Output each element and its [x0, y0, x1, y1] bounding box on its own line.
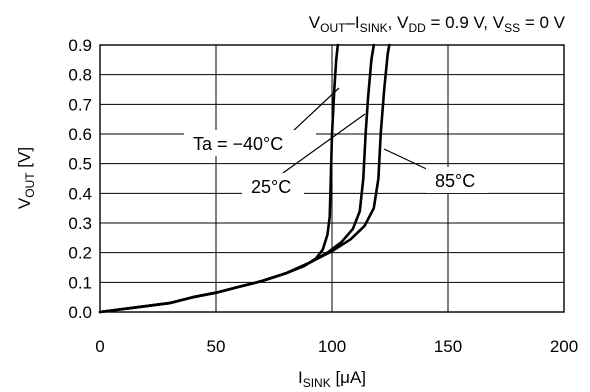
y-tick-label: 0.5	[68, 155, 92, 174]
series-line-2	[98, 43, 376, 314]
y-tick-labels: 0.0 0.1 0.2 0.3 0.4 0.5 0.6 0.7 0.8 0.9	[68, 36, 92, 322]
annotation-background	[242, 173, 304, 199]
annotation-leader-line	[282, 113, 366, 174]
y-tick-label: 0.4	[68, 184, 92, 203]
y-tick-label: 0.6	[68, 125, 92, 144]
x-tick-labels: 0 50 100 150 200	[95, 337, 578, 356]
x-tick-label: 50	[207, 337, 226, 356]
annotation-leader-line	[383, 148, 434, 173]
annotation-background	[184, 130, 316, 156]
plot-frame	[99, 44, 565, 313]
y-tick-label: 0.3	[68, 214, 92, 233]
annotation-label: 25°C	[251, 177, 291, 197]
y-tick-label: 0.1	[68, 273, 92, 292]
series-line-3	[98, 43, 391, 314]
chart-title: VOUT–ISINK, VDD = 0.9 V, VSS = 0 V	[309, 13, 566, 35]
annotation-label: Ta = −40°C	[193, 134, 283, 154]
x-tick-label: 150	[434, 337, 462, 356]
annotation-background	[426, 167, 488, 193]
y-tick-label: 0.0	[68, 303, 92, 322]
x-tick-label: 200	[550, 337, 578, 356]
annotations: Ta = −40°C 25°C 85°C	[184, 87, 488, 199]
y-tick-label: 0.7	[68, 95, 92, 114]
x-tick-label: 0	[95, 337, 104, 356]
x-tick-label: 100	[318, 337, 346, 356]
y-tick-label: 0.9	[68, 36, 92, 55]
y-tick-label: 0.2	[68, 244, 92, 263]
annotation-leader-line	[291, 87, 340, 133]
series-layer	[98, 43, 391, 314]
y-axis-title: VOUT [V]	[15, 147, 37, 209]
annotation-label: 85°C	[435, 171, 475, 191]
y-tick-label: 0.8	[68, 66, 92, 85]
x-axis-title: ISINK [μA]	[298, 368, 366, 390]
